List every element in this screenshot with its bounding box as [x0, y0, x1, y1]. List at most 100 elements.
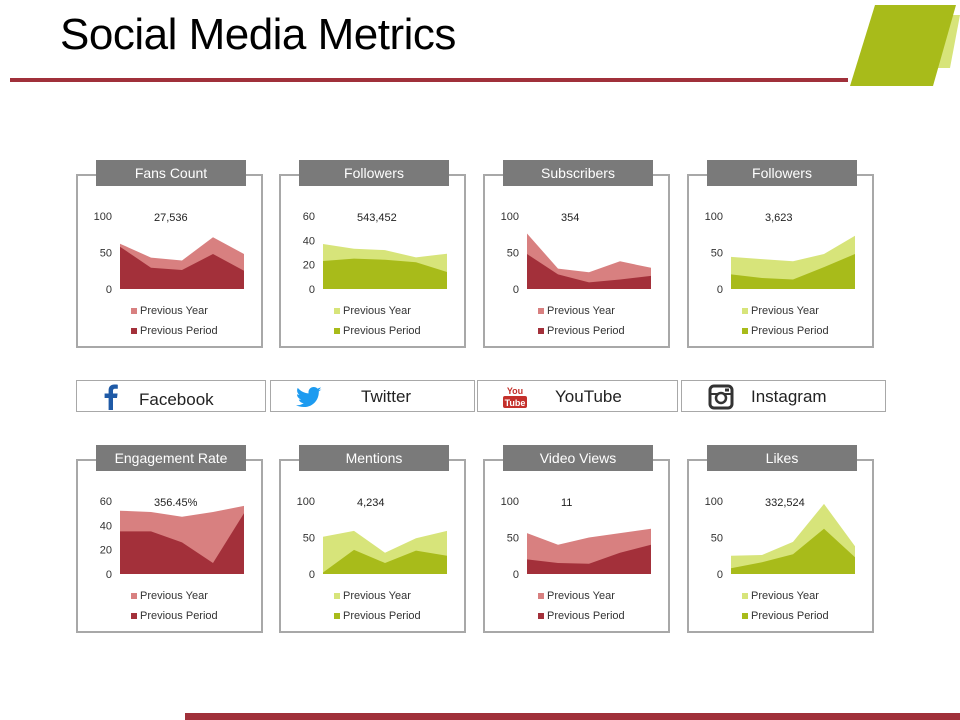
metric-card-mentions: Mentions 100 50 0 4,234 Previous Year Previous…	[279, 445, 466, 633]
y-tick-label: 100	[501, 211, 519, 223]
y-tick-label: 40	[303, 235, 315, 247]
metric-card-followers: Followers 60 40 20 0 543,452 Previous Year Prev…	[279, 160, 466, 348]
legend-label: Previous Year	[140, 305, 208, 317]
legend-label: Previous Year	[751, 305, 819, 317]
platform-youtube[interactable]: You Tube YouTube	[477, 380, 678, 412]
metric-value: 332,524	[765, 497, 805, 509]
card-title: Video Views	[503, 445, 653, 471]
legend-label: Previous Period	[547, 325, 625, 337]
corner-decoration	[850, 5, 960, 86]
metric-card-fans-count: Fans Count 100 50 0 27,536 Previous Year Previ…	[76, 160, 263, 348]
legend-swatch	[131, 328, 137, 334]
legend-label: Previous Year	[343, 305, 411, 317]
platform-label-instagram: Instagram	[751, 387, 827, 406]
y-tick-label: 50	[711, 533, 723, 545]
legend-label: Previous Period	[547, 610, 625, 622]
card-title: Mentions	[299, 445, 449, 471]
twitter-icon	[296, 387, 322, 407]
legend-swatch	[742, 328, 748, 334]
card-title: Followers	[299, 160, 449, 186]
metric-card-engagement-rate: Engagement Rate 60 40 20 0 356.45% Previous Ye…	[76, 445, 263, 633]
series-area-previous-period	[323, 549, 447, 574]
y-tick-label: 100	[94, 211, 112, 223]
y-tick-label: 0	[106, 569, 112, 581]
y-tick-label: 20	[303, 260, 315, 272]
legend-label: Previous Period	[140, 610, 218, 622]
card-title: Engagement Rate	[96, 445, 246, 471]
series-area-previous-period	[120, 246, 244, 289]
card-title: Fans Count	[96, 160, 246, 186]
y-tick-label: 50	[100, 248, 112, 260]
legend-swatch	[538, 328, 544, 334]
legend-label: Previous Year	[140, 590, 208, 602]
platform-instagram[interactable]: Instagram	[681, 380, 886, 412]
series-area-previous-period	[527, 544, 651, 574]
platform-label-twitter: Twitter	[361, 387, 412, 406]
legend-label: Previous Period	[751, 610, 829, 622]
platform-label-facebook: Facebook	[139, 390, 214, 409]
metric-card-video-views: Video Views 100 50 0 11 Previous Year Previous…	[483, 445, 670, 633]
metric-value: 354	[561, 212, 579, 224]
y-tick-label: 50	[303, 533, 315, 545]
legend-swatch	[131, 613, 137, 619]
legend-label: Previous Period	[343, 325, 421, 337]
youtube-icon: You Tube	[503, 386, 527, 408]
platform-facebook[interactable]: Facebook	[76, 380, 266, 412]
y-tick-label: 0	[717, 284, 723, 296]
legend-label: Previous Year	[343, 590, 411, 602]
legend-swatch	[742, 593, 748, 599]
y-tick-label: 0	[513, 284, 519, 296]
area-chart: 100 50 0 332,524 Previous Year Previous Perio…	[705, 496, 855, 622]
footer-bar	[185, 713, 960, 720]
y-tick-label: 100	[297, 496, 315, 508]
series-area-previous-period	[120, 513, 244, 574]
y-tick-label: 100	[501, 496, 519, 508]
legend-label: Previous Period	[751, 325, 829, 337]
y-tick-label: 60	[100, 496, 112, 508]
y-tick-label: 0	[106, 284, 112, 296]
y-tick-label: 40	[100, 520, 112, 532]
legend-swatch	[538, 308, 544, 314]
series-area-previous-period	[731, 528, 855, 574]
card-title: Subscribers	[503, 160, 653, 186]
legend-swatch	[538, 613, 544, 619]
legend-label: Previous Year	[751, 590, 819, 602]
legend-swatch	[334, 308, 340, 314]
metric-value: 11	[561, 497, 572, 509]
legend-swatch	[334, 613, 340, 619]
legend-label: Previous Year	[547, 590, 615, 602]
area-chart: 100 50 0 354 Previous Year Previous Period	[501, 211, 651, 337]
card-title: Followers	[707, 160, 857, 186]
y-tick-label: 50	[711, 248, 723, 260]
y-tick-label: 100	[705, 211, 723, 223]
area-chart: 60 40 20 0 356.45% Previous Year Previous Peri…	[100, 496, 244, 622]
instagram-icon	[708, 384, 734, 410]
area-chart: 100 50 0 3,623 Previous Year Previous Period	[705, 211, 855, 337]
legend-swatch	[538, 593, 544, 599]
metric-card-likes: Likes 100 50 0 332,524 Previous Year Previous …	[687, 445, 874, 633]
legend-swatch	[742, 613, 748, 619]
card-title: Likes	[707, 445, 857, 471]
metric-card-subscribers: Subscribers 100 50 0 354 Previous Year Previou…	[483, 160, 670, 348]
legend-swatch	[334, 593, 340, 599]
metric-value: 4,234	[357, 497, 385, 509]
platform-twitter[interactable]: Twitter	[270, 380, 475, 412]
y-tick-label: 60	[303, 211, 315, 223]
youtube-icon-top-text: You	[507, 386, 523, 396]
legend-swatch	[742, 308, 748, 314]
deco-front-parallelogram	[850, 5, 956, 86]
area-chart: 100 50 0 11 Previous Year Previous Period	[501, 496, 651, 622]
area-chart: 60 40 20 0 543,452 Previous Year Previous Peri…	[303, 211, 447, 337]
title-underline	[10, 78, 848, 82]
metric-value: 3,623	[765, 212, 793, 224]
y-tick-label: 20	[100, 545, 112, 557]
y-tick-label: 0	[309, 284, 315, 296]
y-tick-label: 0	[717, 569, 723, 581]
metric-card-followers: Followers 100 50 0 3,623 Previous Year Previou…	[687, 160, 874, 348]
platform-label-youtube: YouTube	[555, 387, 622, 406]
metric-value: 543,452	[357, 212, 397, 224]
metric-value: 27,536	[154, 212, 188, 224]
legend-swatch	[334, 328, 340, 334]
legend-label: Previous Period	[343, 610, 421, 622]
area-chart: 100 50 0 4,234 Previous Year Previous Period	[297, 496, 447, 622]
